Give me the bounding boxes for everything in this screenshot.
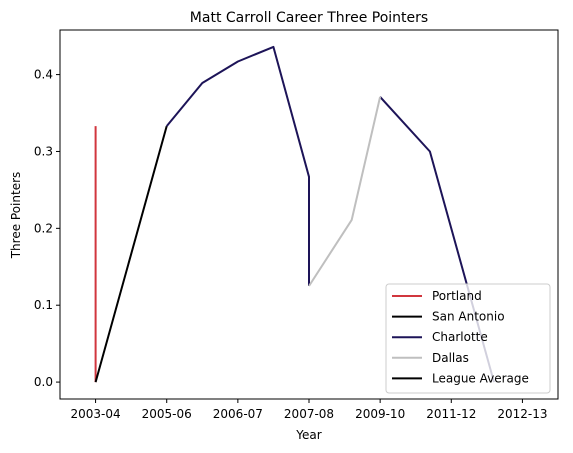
y-tick-label: 0.0: [34, 375, 53, 389]
y-tick-label: 0.1: [34, 298, 53, 312]
x-tick-label: 2011-12: [426, 407, 476, 421]
x-tick-label: 2006-07: [213, 407, 263, 421]
series-line-dallas: [309, 97, 380, 286]
chart-title: Matt Carroll Career Three Pointers: [190, 10, 428, 26]
legend-label: League Average: [432, 371, 529, 385]
x-tick-label: 2005-06: [142, 407, 192, 421]
y-axis-label: Three Pointers: [9, 172, 23, 260]
legend-label: Portland: [432, 289, 482, 303]
x-tick-label: 2012-13: [497, 407, 547, 421]
legend-label: Dallas: [432, 351, 469, 365]
legend: Portland San Antonio Charlotte Dallas League…: [386, 284, 550, 393]
x-tick-label: 2003-04: [71, 407, 121, 421]
x-tick-label: 2009-10: [355, 407, 405, 421]
y-tick-label: 0.2: [34, 221, 53, 235]
x-axis-label: Year: [295, 428, 321, 442]
y-tick-label: 0.3: [34, 144, 53, 158]
x-tick-label: 2007-08: [284, 407, 334, 421]
legend-label: Charlotte: [432, 330, 488, 344]
series-line-charlotte: [167, 47, 309, 286]
legend-label: San Antonio: [432, 310, 505, 324]
series-line-san-antonio: [96, 126, 167, 382]
y-tick-label: 0.4: [34, 68, 53, 82]
